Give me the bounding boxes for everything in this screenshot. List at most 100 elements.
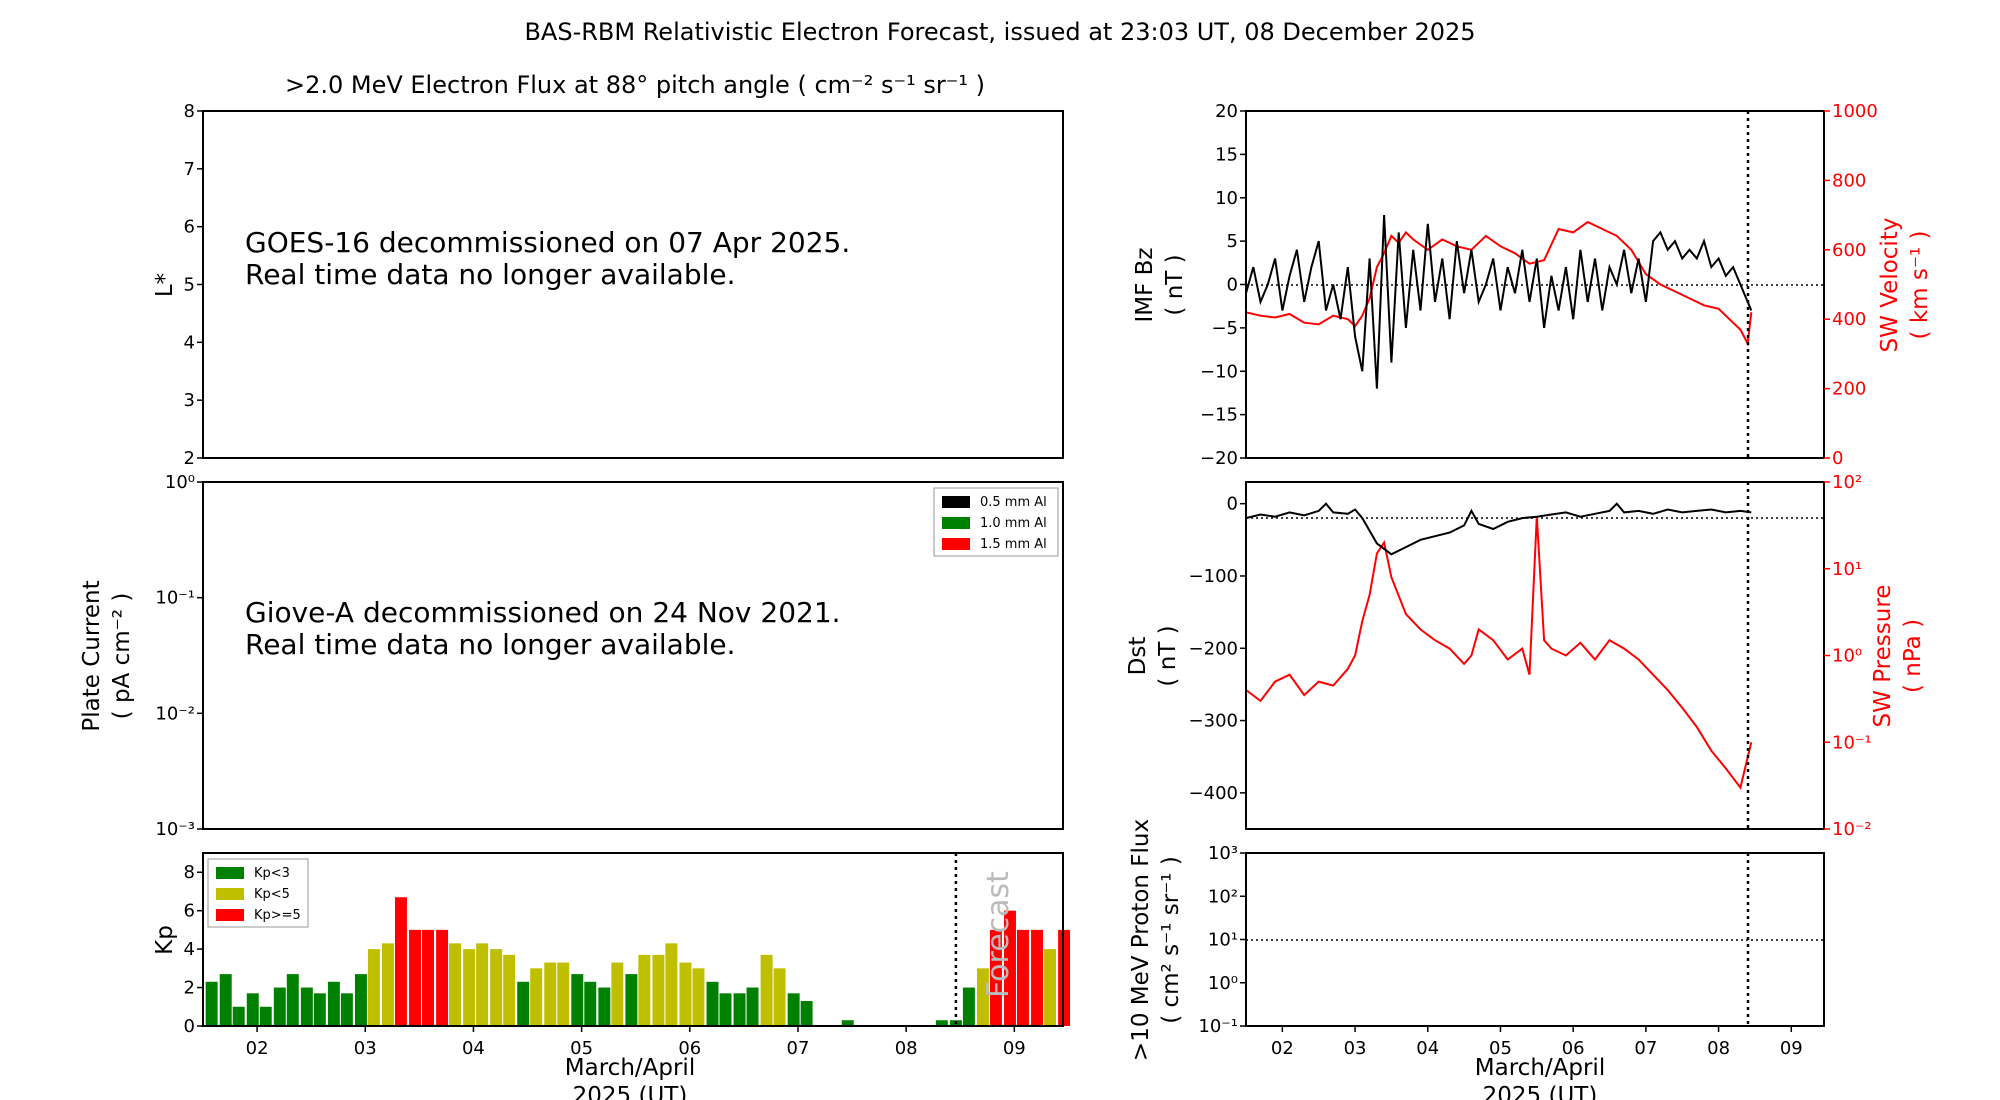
legend-swatch-1-0mm	[942, 517, 970, 529]
proton-yticks-tick-label: 10²	[1208, 886, 1238, 907]
kp-bar	[409, 929, 422, 1026]
kp-legend: Kp<3 Kp<5 Kp>=5	[207, 858, 309, 928]
kp-bar	[340, 993, 353, 1026]
plate-legend: 0.5 mm Al 1.0 mm Al 1.5 mm Al	[933, 487, 1059, 557]
kp-bar	[503, 954, 516, 1026]
kp-bar	[1031, 929, 1044, 1026]
sw-pressure-label-line1: SW Pressure	[1870, 585, 1896, 728]
dst-y2ticks-tick-label: 10¹	[1832, 559, 1862, 580]
proton-yticks-tick-label: 10¹	[1208, 930, 1238, 951]
imf-yticks-tick-label: 10	[1215, 188, 1238, 209]
proton-xticks-tick-label: 04	[1416, 1038, 1439, 1059]
dst-y2ticks-tick-label: 10⁰	[1832, 646, 1862, 667]
kp-y-tick-label: 4	[184, 939, 195, 960]
dst-y-tick-label: −100	[1189, 566, 1238, 587]
kp-bar	[259, 1006, 272, 1026]
flux-panel-title: >2.0 MeV Electron Flux at 88° pitch angl…	[285, 71, 985, 99]
flux-yticks-tick-label: 4	[184, 332, 195, 353]
imf-y-label-line1: IMF Bz	[1132, 247, 1158, 322]
kp-legend-swatch-high	[216, 909, 244, 921]
plate-y-label-line2: ( pA cm⁻² )	[109, 593, 135, 720]
proton-x-label-line2: 2025 (UT)	[1483, 1083, 1598, 1100]
kp-legend-label-mid: Kp<5	[254, 887, 290, 902]
imf-y2ticks-tick-label: 600	[1832, 240, 1866, 261]
dst-y-tick-label: −200	[1189, 638, 1238, 659]
proton-xticks-tick-label: 05	[1489, 1038, 1512, 1059]
kp-bar	[692, 968, 705, 1026]
dst-y-label-line2: ( nT )	[1155, 625, 1181, 686]
kp-bar	[449, 943, 462, 1026]
kp-bar	[706, 981, 719, 1026]
kp-bar	[665, 943, 678, 1026]
kp-bar	[679, 962, 692, 1026]
kp-bar	[273, 987, 286, 1026]
imf-yticks-tick-label: 0	[1227, 275, 1238, 296]
proton-xticks-tick-label: 08	[1707, 1038, 1730, 1059]
legend-label-1-0mm: 1.0 mm Al	[980, 516, 1047, 531]
proton-y-label-line2: ( cm² s⁻¹ sr⁻¹ )	[1158, 856, 1184, 1024]
kp-bar	[246, 993, 259, 1026]
proton-yticks-tick-label: 10⁻¹	[1198, 1016, 1238, 1037]
dst-y2ticks-tick-label: 10⁻¹	[1832, 732, 1872, 753]
kp-bar	[638, 954, 651, 1026]
proton-yticks-tick-label: 10⁰	[1208, 973, 1238, 994]
imf-yticks-tick-label: 15	[1215, 144, 1238, 165]
imf-yticks-tick-label: 5	[1227, 231, 1238, 252]
kp-bar	[422, 929, 434, 1026]
flux-yticks-tick-label: 5	[184, 275, 195, 296]
sw-velocity-y-axis: 1000 800 600 400 200 0	[1824, 101, 1878, 469]
kp-bar	[463, 949, 476, 1026]
imf-y2ticks-tick-label: 0	[1832, 448, 1843, 469]
flux-yticks-tick-label: 8	[184, 101, 195, 122]
kp-legend-swatch-low	[216, 867, 244, 879]
kp-y-label: Kp	[152, 925, 178, 955]
kp-xticks-tick-label: 06	[678, 1038, 701, 1059]
kp-bars	[205, 897, 1071, 1026]
flux-yticks-tick-label: 6	[184, 217, 195, 238]
plate-message-line2: Real time data no longer available.	[245, 628, 736, 661]
kp-bar	[286, 974, 299, 1026]
kp-xticks-tick-label: 03	[354, 1038, 377, 1059]
imf-yticks-tick-label: −5	[1211, 318, 1238, 339]
flux-yticks-tick-label: 2	[184, 448, 195, 469]
dst-y-tick-label: −400	[1189, 783, 1238, 804]
kp-legend-label-high: Kp>=5	[254, 908, 301, 923]
imf-y2ticks-tick-label: 800	[1832, 170, 1866, 191]
flux-yticks-tick-label: 7	[184, 159, 195, 180]
kp-y-tick-label: 6	[184, 901, 195, 922]
kp-bar	[1044, 949, 1056, 1026]
sw-pressure-series	[1245, 516, 1753, 790]
kp-bar	[719, 993, 732, 1026]
legend-swatch-1-5mm	[942, 538, 970, 550]
imf-y2ticks-tick-label: 400	[1832, 309, 1866, 330]
kp-bar	[976, 968, 989, 1026]
kp-bar	[841, 1020, 854, 1026]
sw-pressure-y-axis: 10² 10¹ 10⁰ 10⁻¹ 10⁻²	[1824, 472, 1872, 840]
kp-x-label-line2: 2025 (UT)	[573, 1083, 688, 1100]
flux-message-line1: GOES-16 decommissioned on 07 Apr 2025.	[245, 226, 850, 259]
flux-y-label: L*	[152, 273, 178, 297]
proton-yticks-tick-label: 10³	[1208, 843, 1238, 864]
kp-bar	[733, 993, 746, 1026]
proton-xticks-tick-label: 06	[1562, 1038, 1585, 1059]
dst-y2ticks-tick-label: 10⁻²	[1832, 819, 1872, 840]
dst-y-label-line1: Dst	[1125, 637, 1151, 676]
kp-bar	[490, 949, 503, 1026]
plate-yticks-tick-label: 10⁻²	[155, 703, 195, 724]
figure-title: BAS-RBM Relativistic Electron Forecast, …	[524, 18, 1475, 46]
kp-bar	[313, 993, 326, 1026]
kp-bar	[800, 1001, 813, 1026]
legend-label-1-5mm: 1.5 mm Al	[980, 537, 1047, 552]
kp-bar	[367, 949, 380, 1026]
imf-bz-panel: 20 15 10 5 0 −5 −10 −15 −20 1000 800 600 400 200 0 IM…	[1132, 101, 1933, 469]
kp-bar	[760, 954, 773, 1026]
kp-bar	[327, 981, 340, 1026]
plate-current-panel: 10⁰ 10⁻¹ 10⁻² 10⁻³ Plate Current ( pA cm⁻² …	[79, 472, 1064, 840]
kp-bar	[652, 954, 665, 1026]
kp-bar	[1004, 910, 1016, 1026]
dst-y-axis: 0 −100 −200 −300 −400	[1189, 494, 1246, 804]
kp-xticks-tick-label: 07	[787, 1038, 810, 1059]
plate-y-axis: 10⁰ 10⁻¹ 10⁻² 10⁻³	[155, 472, 203, 840]
